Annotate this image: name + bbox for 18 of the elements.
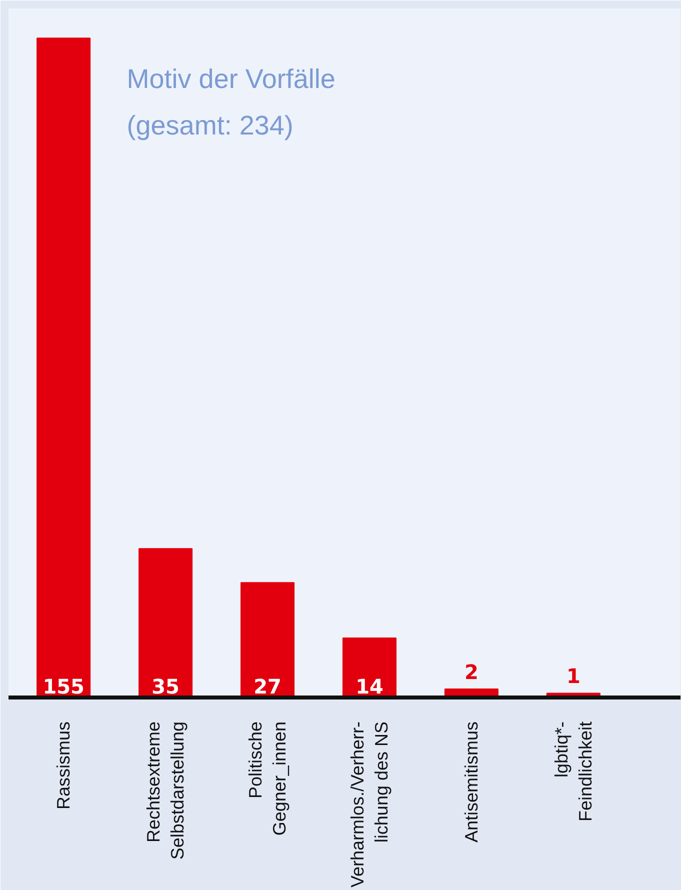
data-label: 155	[42, 674, 84, 698]
bar	[36, 38, 91, 698]
x-tick-label: Verharmlos./Verherr- lichung des NS	[347, 721, 392, 888]
bar	[138, 548, 193, 698]
bar	[342, 637, 396, 698]
text: (gesamt: 234)	[126, 110, 294, 140]
data-label: 2	[464, 660, 478, 684]
bar	[240, 582, 295, 698]
x-tick-label: Rechtsextreme Selbstdarstellung	[144, 721, 188, 860]
data-label: 14	[356, 674, 384, 698]
x-tick-label: Rassismus	[54, 722, 74, 810]
x-tick-label: Antisemitismus	[461, 721, 482, 843]
data-label: 1	[566, 664, 580, 688]
data-label: 27	[254, 674, 282, 698]
x-tick-label: Politische Gegner_innen	[246, 721, 290, 836]
text: Motiv der Vorfälle	[126, 64, 336, 94]
data-label: 35	[152, 674, 180, 698]
x-tick-label: lgbtiq*- Feindlichkeit	[551, 721, 596, 822]
